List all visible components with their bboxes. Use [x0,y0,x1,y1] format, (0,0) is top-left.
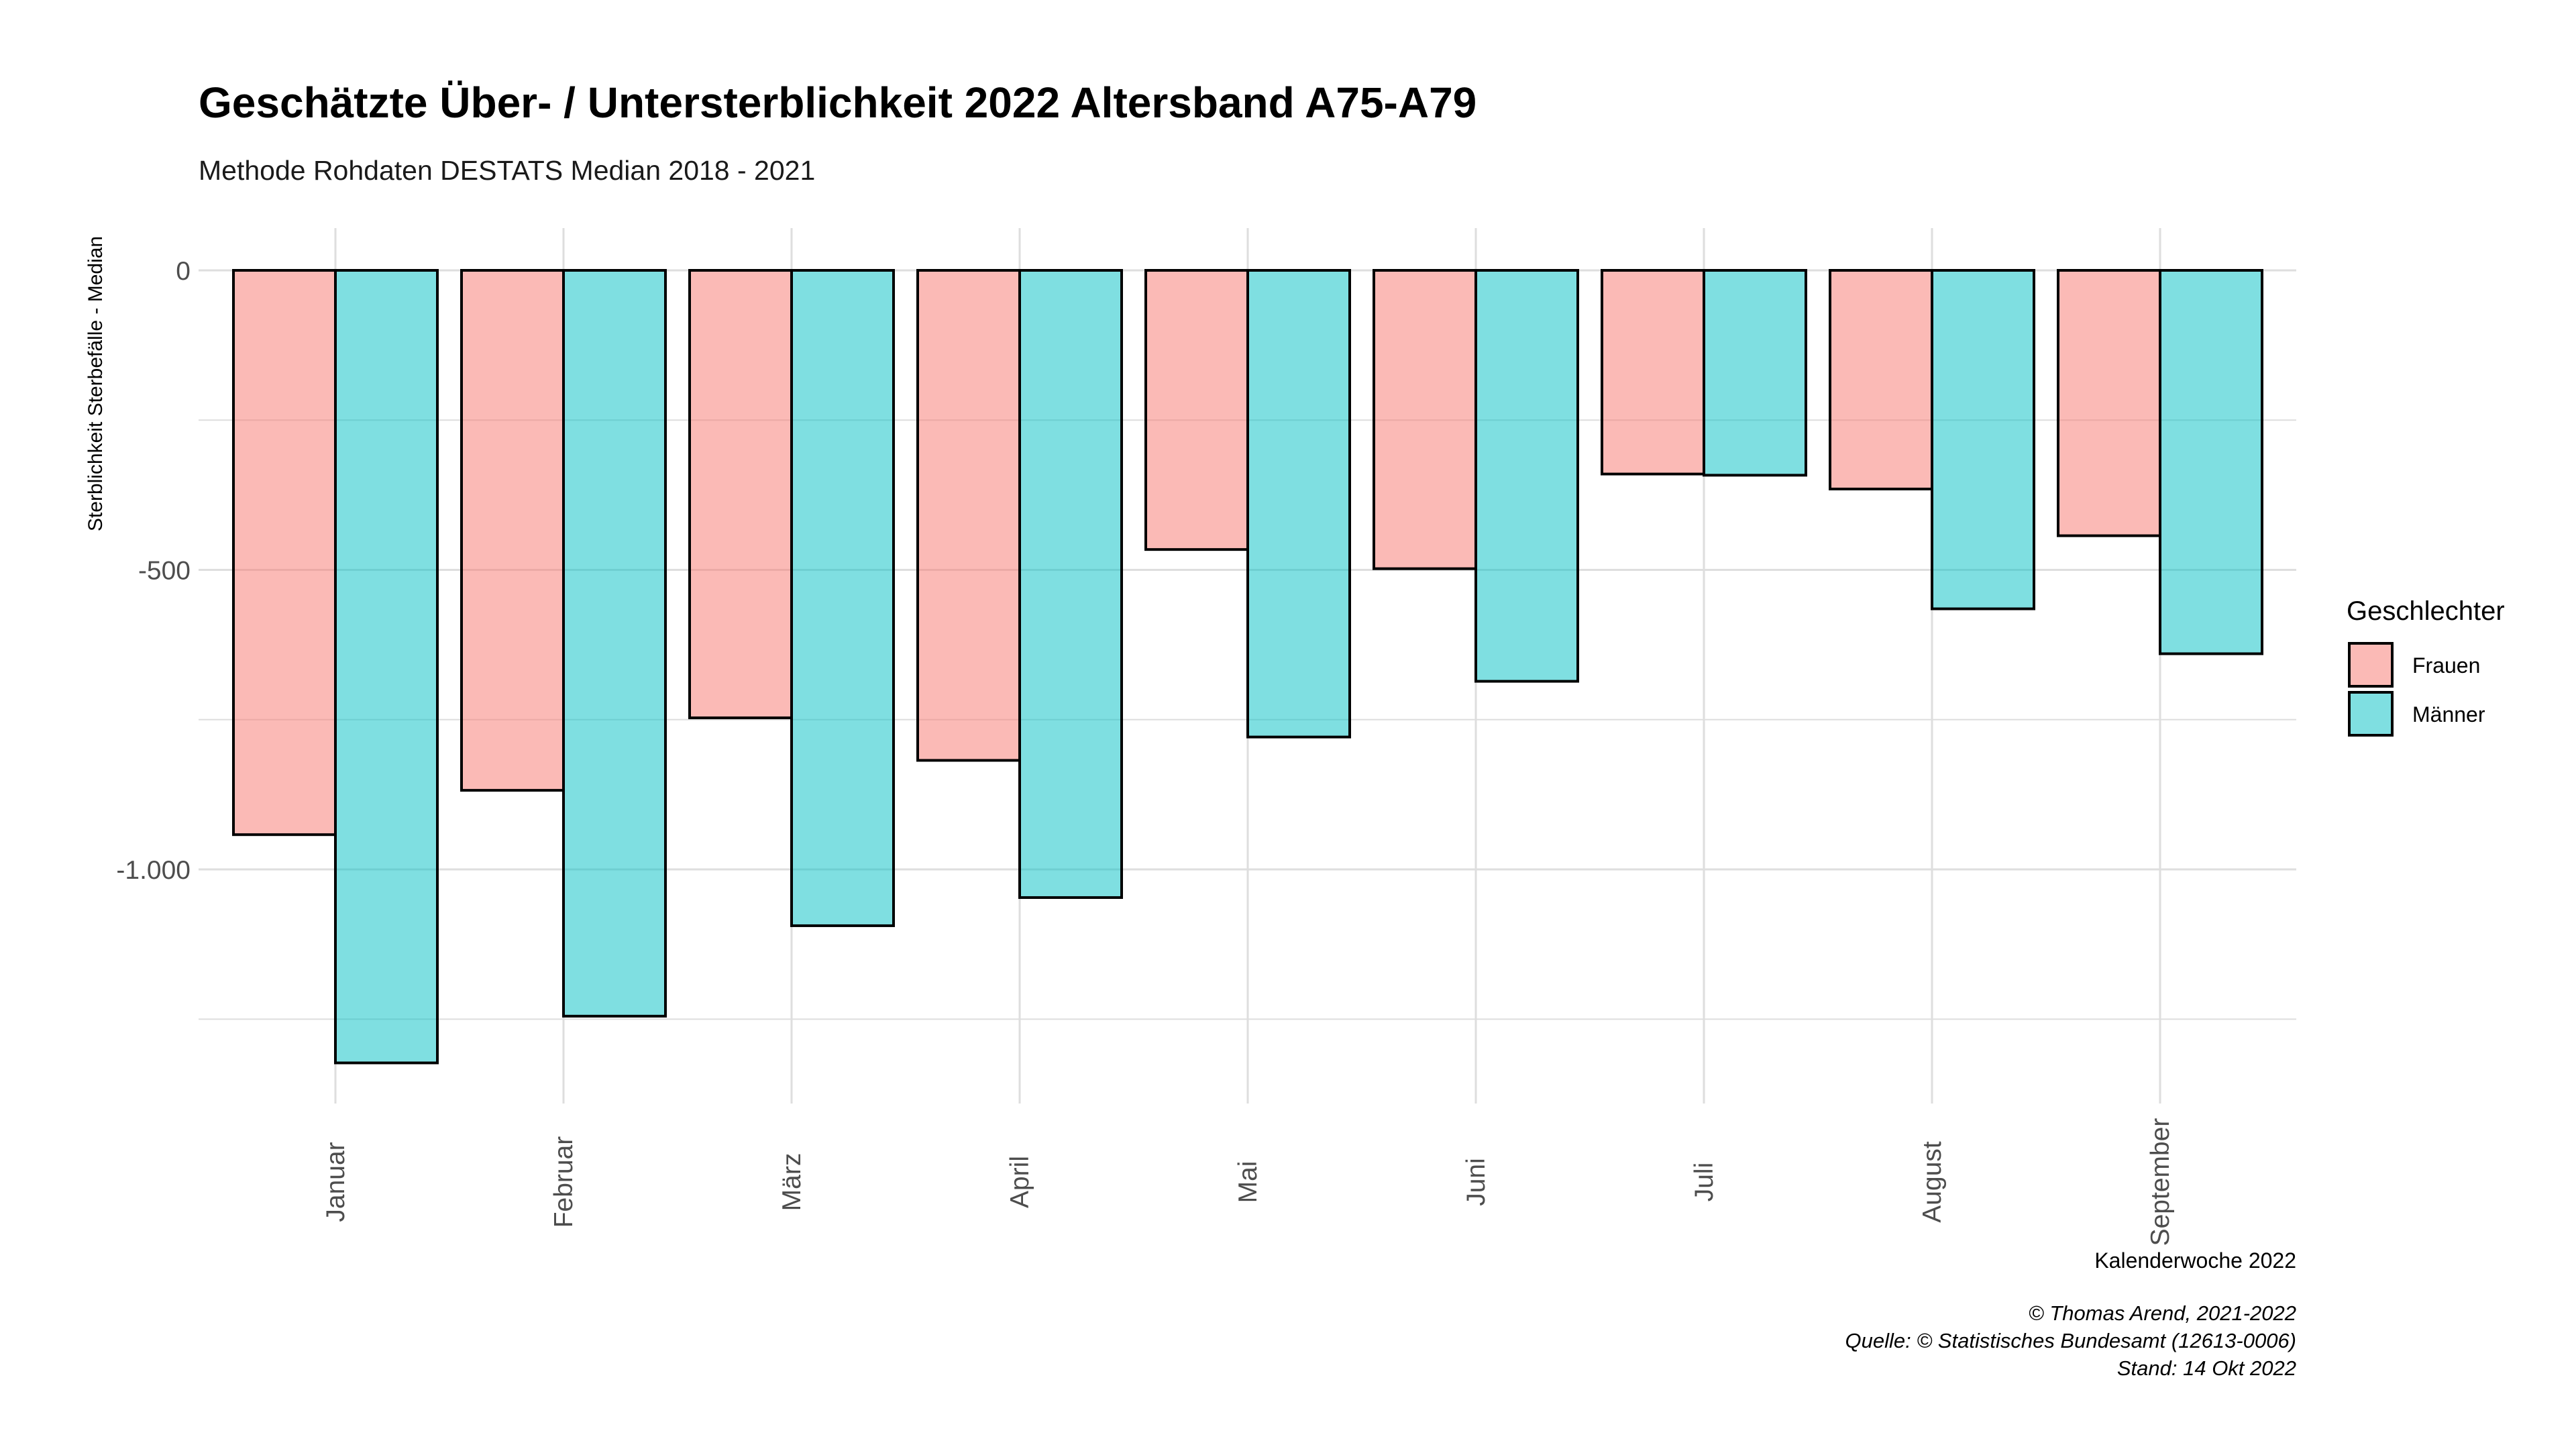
bar-maenner-6 [1474,269,1579,683]
legend-label-frauen: Frauen [2412,653,2480,678]
bar-frauen-8 [1829,269,1933,490]
x-tick-label: März [777,1153,806,1212]
x-tick-label: Juni [1462,1158,1491,1206]
bar-maenner-2 [562,269,667,1018]
bar-frauen-1 [232,269,337,837]
bar-maenner-5 [1246,269,1351,739]
bar-maenner-4 [1018,269,1123,899]
bar-maenner-3 [790,269,895,927]
y-tick-label: -500 [138,557,191,586]
x-tick-label: Mai [1234,1161,1263,1203]
bar-maenner-8 [1931,269,2035,610]
caption-source: Quelle: © Statistisches Bundesamt (12613… [1845,1329,2296,1352]
bar-frauen-3 [688,269,793,720]
legend-title: Geschlechter [2347,596,2505,626]
chart-title: Geschätzte Über- / Untersterblichkeit 20… [199,78,1477,127]
x-tick-label: Februar [549,1136,578,1228]
bar-maenner-9 [2159,269,2263,655]
x-axis-ticks: Januar Februar März April Mai Juni Juli August S… [321,1118,2175,1246]
legend-swatch-frauen [2348,642,2394,688]
x-tick-label: April [1006,1156,1034,1208]
bar-frauen-9 [2057,269,2161,537]
legend: Geschlechter Frauen Männer [2347,596,2505,737]
x-tick-label: Juli [1690,1163,1719,1202]
bar-maenner-1 [334,269,439,1065]
y-axis-ticks: 0 -500 -1.000 [116,257,191,885]
y-axis-label: Sterblichkeit Sterbefälle - Median [85,236,107,531]
bars [232,269,2263,1065]
chart-subtitle: Methode Rohdaten DESTATS Median 2018 - 2… [199,155,815,186]
bar-frauen-6 [1373,269,1477,570]
caption: © Thomas Arend, 2021-2022 Quelle: © Stat… [1845,1301,2296,1380]
caption-date: Stand: 14 Okt 2022 [2117,1356,2296,1380]
y-tick-label: -1.000 [116,856,191,885]
bar-maenner-7 [1703,269,1807,477]
x-tick-label: Januar [321,1142,350,1222]
bar-frauen-7 [1601,269,1705,476]
x-tick-label: August [1918,1141,1947,1223]
x-axis-label: Kalenderwoche 2022 [2094,1248,2296,1273]
legend-label-maenner: Männer [2412,702,2485,727]
y-tick-label: 0 [176,257,191,286]
bar-frauen-4 [916,269,1021,762]
x-tick-label: September [2146,1118,2175,1246]
caption-author: © Thomas Arend, 2021-2022 [2029,1301,2296,1325]
legend-swatch-maenner [2348,691,2394,737]
bar-frauen-2 [460,269,565,792]
bar-frauen-5 [1144,269,1249,551]
